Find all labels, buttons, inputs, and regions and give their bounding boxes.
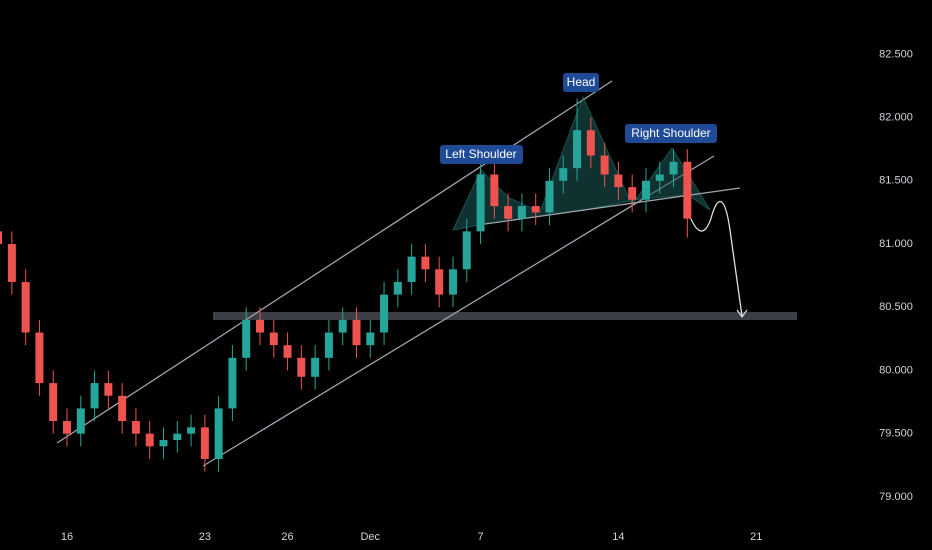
candle-body [187,427,196,434]
y-tick-label: 81.000 [879,238,913,250]
neckline [484,187,741,225]
candle-body [200,427,209,459]
label-box [563,73,599,92]
x-tick-label: 16 [61,531,73,543]
candle-body [49,383,58,422]
candle-body [173,433,182,440]
y-tick-label: 81.500 [879,175,913,187]
candle-body [228,357,237,409]
candle-body [683,161,692,219]
candle-body [421,256,430,270]
y-tick-label: 79.000 [879,491,913,503]
candle-body [131,421,140,434]
y-tick-label: 82.500 [879,48,913,60]
candle-body [159,440,168,447]
candle-body [297,357,306,377]
candle-body [90,383,99,409]
candle-body [476,174,485,232]
x-tick-label: 21 [750,531,762,543]
channel-top [56,80,613,444]
candle-body [21,281,30,333]
candle-body [118,395,127,422]
candle-body [573,130,582,169]
label-box [440,145,523,164]
candle-body [641,180,650,200]
candle-body [559,168,568,181]
candle-body [517,206,526,219]
y-tick-label: 79.500 [879,428,913,440]
candle-body [669,161,678,175]
x-tick-label: 23 [199,531,211,543]
candle-body [35,332,44,384]
y-tick-label: 82.000 [879,111,913,123]
label-box [625,124,717,143]
candle-body [0,231,3,245]
y-tick-label: 80.500 [879,301,913,313]
candle-body [145,433,154,447]
candle-body [393,281,402,295]
candle-body [531,206,540,213]
candle-body [600,155,609,175]
candle-body [269,332,278,346]
candle-body [504,206,513,219]
candle-body [104,383,113,396]
x-tick-label: Dec [360,531,380,543]
candle-body [311,357,320,377]
x-tick-label: 14 [612,531,624,543]
annotation: Right Shoulder [631,126,710,140]
annotation: Left Shoulder [445,147,516,161]
candle-body [435,269,444,295]
channel-bottom [202,155,715,467]
candle-body [462,231,471,270]
candle-body [338,319,347,333]
candle-body [380,294,389,333]
candle-body [655,174,664,181]
candle-body [614,174,623,188]
candle-body [490,174,499,207]
candles [0,98,692,472]
candle-body [407,256,416,282]
support-zone [213,312,797,320]
candle-body [352,319,361,346]
candle-body [366,332,375,346]
projection-arrow [736,309,748,319]
candle-body [545,180,554,213]
candle-body [324,332,333,358]
y-tick-label: 80.000 [879,364,913,376]
candle-body [214,408,223,459]
candle-body [448,269,457,295]
candle-body [255,319,264,333]
candle-body [628,187,637,200]
candle-body [62,421,71,434]
candle-body [283,345,292,358]
annotation: Head [567,75,596,89]
candle-body [242,319,251,358]
candle-body [76,408,85,434]
x-tick-label: 7 [477,531,483,543]
x-tick-label: 26 [281,531,293,543]
candle-body [7,244,16,282]
candle-body [586,130,595,156]
projection [685,201,743,317]
